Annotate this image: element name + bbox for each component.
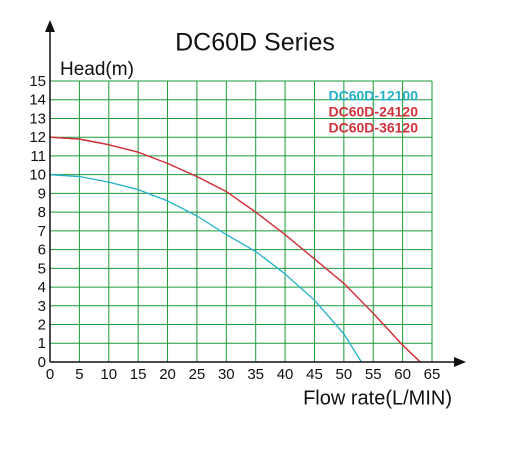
- y-tick-label: 14: [29, 92, 46, 109]
- x-tick-label: 0: [46, 366, 54, 383]
- y-tick-label: 8: [38, 204, 46, 221]
- y-tick-label: 6: [38, 242, 46, 259]
- y-tick-label: 4: [38, 279, 46, 296]
- y-tick-label: 11: [30, 148, 46, 165]
- x-axis-arrow: [454, 357, 466, 367]
- y-tick-label: 5: [38, 260, 46, 277]
- y-tick-label: 0: [38, 354, 46, 371]
- y-tick-label: 13: [29, 110, 46, 127]
- chart-title: DC60D Series: [175, 29, 335, 57]
- y-axis-label: Head(m): [60, 59, 134, 80]
- y-axis-arrow: [45, 20, 55, 32]
- y-tick-label: 2: [38, 317, 46, 334]
- grid: [49, 80, 433, 363]
- x-tick-label: 25: [189, 366, 206, 383]
- y-tick-label: 3: [38, 298, 46, 315]
- x-tick-label: 55: [365, 366, 382, 383]
- x-tick-label: 10: [100, 366, 117, 383]
- plot-area: [49, 136, 421, 363]
- y-tick-label: 10: [29, 167, 46, 184]
- x-tick-label: 60: [394, 366, 411, 383]
- legend-entry: DC60D-12100: [329, 88, 419, 104]
- legend-entry: DC60D-36120: [329, 120, 419, 136]
- x-tick-label: 50: [336, 366, 353, 383]
- x-tick-label: 40: [277, 366, 294, 383]
- x-tick-label: 35: [247, 366, 264, 383]
- series-line: [49, 174, 363, 363]
- y-tick-label: 7: [38, 223, 46, 240]
- x-tick-label: 65: [424, 366, 441, 383]
- series-line: [49, 136, 421, 363]
- x-tick-label: 5: [75, 366, 83, 383]
- x-tick-label: 15: [130, 366, 147, 383]
- y-tick-label: 1: [38, 335, 46, 352]
- x-tick-label: 45: [306, 366, 323, 383]
- legend-entry: DC60D-24120: [329, 104, 419, 120]
- y-tick-label: 9: [38, 185, 46, 202]
- x-tick-label: 30: [218, 366, 235, 383]
- x-axis-label: Flow rate(L/MIN): [303, 387, 452, 409]
- x-tick-label: 20: [159, 366, 176, 383]
- y-tick-label: 15: [29, 73, 46, 90]
- y-tick-label: 12: [29, 129, 46, 146]
